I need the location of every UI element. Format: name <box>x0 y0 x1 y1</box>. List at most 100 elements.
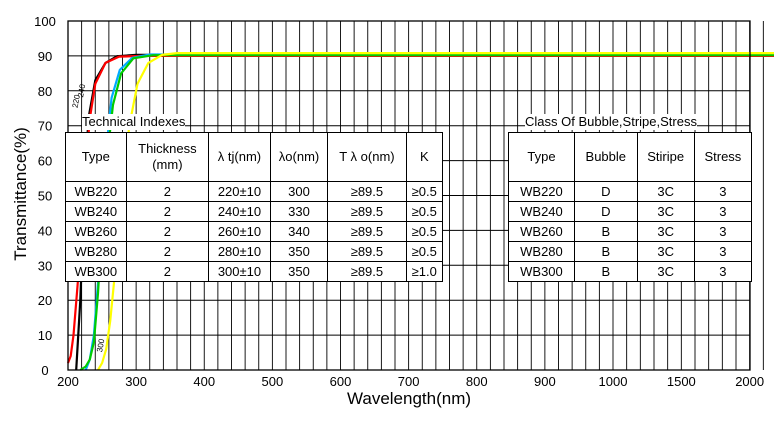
table-cell: WB240 <box>508 201 575 222</box>
y-tick-label: 90 <box>38 49 52 64</box>
table-cell: ≥0.5 <box>405 201 444 222</box>
table-cell: 3 <box>693 261 753 282</box>
table-cell: 3C <box>636 241 695 262</box>
y-tick-label: 20 <box>38 293 52 308</box>
x-tick-label: 2000 <box>735 374 764 389</box>
x-tick-label: 600 <box>330 374 352 389</box>
y-tick-label: 80 <box>38 84 52 99</box>
y-tick-label: 30 <box>38 258 52 273</box>
table-cell: 3 <box>693 181 753 202</box>
column-header: Thickness (mm) <box>125 132 210 182</box>
x-tick-label: 1500 <box>667 374 696 389</box>
table-cell: 3C <box>636 221 695 242</box>
table-row: WB300 B 3C 3 <box>508 261 753 282</box>
table-row: WB300 2 300±10 350 ≥89.5 ≥1.0 <box>65 261 444 282</box>
table-cell: 3C <box>636 201 695 222</box>
x-tick-label: 400 <box>193 374 215 389</box>
column-header: Stiripe <box>636 132 695 182</box>
y-tick-label: 0 <box>41 363 48 378</box>
table-cell: 260±10 <box>208 221 271 242</box>
table-cell: 340 <box>269 221 329 242</box>
table-cell: D <box>573 201 638 222</box>
table-row: WB240 2 240±10 330 ≥89.5 ≥0.5 <box>65 201 444 222</box>
table-cell: 2 <box>125 241 210 262</box>
table-cell: B <box>573 241 638 262</box>
column-header: Stress <box>693 132 753 182</box>
table-cell: 300±10 <box>208 261 271 282</box>
y-tick-label: 50 <box>38 189 52 204</box>
table-cell: 280±10 <box>208 241 271 262</box>
curve-label-220: 220 <box>71 93 82 108</box>
y-tick-label: 100 <box>34 14 56 29</box>
table-cell: WB300 <box>65 261 127 282</box>
table-cell: WB280 <box>508 241 575 262</box>
table-cell: ≥89.5 <box>327 241 407 262</box>
x-tick-label: 700 <box>398 374 420 389</box>
table-cell: WB260 <box>508 221 575 242</box>
table-cell: ≥0.5 <box>405 241 444 262</box>
curve-label-240: 240 <box>76 83 87 98</box>
table-cell: 2 <box>125 261 210 282</box>
table-row: WB220 2 220±10 300 ≥89.5 ≥0.5 <box>65 181 444 202</box>
table-cell: 2 <box>125 221 210 242</box>
table-cell: 2 <box>125 201 210 222</box>
table-cell: 350 <box>269 261 329 282</box>
table-cell: D <box>573 181 638 202</box>
x-tick-label: 1000 <box>599 374 628 389</box>
table-row: WB240 D 3C 3 <box>508 201 753 222</box>
y-axis-label: Transmittance(%) <box>11 127 30 261</box>
table-cell: B <box>573 261 638 282</box>
table-cell: 300 <box>269 181 329 202</box>
x-tick-label: 500 <box>262 374 284 389</box>
table-cell: 3 <box>693 201 753 222</box>
table-cell: 3C <box>636 181 695 202</box>
table-row: WB280 2 280±10 350 ≥89.5 ≥0.5 <box>65 241 444 262</box>
table-cell: 240±10 <box>208 201 271 222</box>
x-tick-label: 300 <box>125 374 147 389</box>
y-tick-labels: 0 10 20 30 40 50 60 70 80 90 100 <box>34 14 56 378</box>
table-cell: 220±10 <box>208 181 271 202</box>
table-cell: B <box>573 221 638 242</box>
y-tick-label: 70 <box>38 119 52 134</box>
table-cell: 3 <box>693 241 753 262</box>
table-cell: WB260 <box>65 221 127 242</box>
column-header: Bubble <box>573 132 638 182</box>
table-row: WB280 B 3C 3 <box>508 241 753 262</box>
table-row: WB220 D 3C 3 <box>508 181 753 202</box>
table-cell: ≥89.5 <box>327 181 407 202</box>
x-tick-label: 900 <box>534 374 556 389</box>
table-cell: WB220 <box>508 181 575 202</box>
table-cell: ≥89.5 <box>327 221 407 242</box>
table-cell: ≥89.5 <box>327 201 407 222</box>
table-cell: 350 <box>269 241 329 262</box>
column-header: Type <box>65 132 127 182</box>
column-header: Type <box>508 132 575 182</box>
column-header: λ tj(nm) <box>208 132 271 182</box>
table-cell: ≥0.5 <box>405 221 444 242</box>
y-tick-label: 10 <box>38 328 52 343</box>
table-row: WB260 B 3C 3 <box>508 221 753 242</box>
x-axis-label: Wavelength(nm) <box>347 389 471 408</box>
curve-label-300: 300 <box>95 338 106 353</box>
column-header: K <box>405 132 444 182</box>
table-cell: ≥1.0 <box>405 261 444 282</box>
table-cell: WB300 <box>508 261 575 282</box>
table-cell: WB280 <box>65 241 127 262</box>
y-tick-label: 40 <box>38 223 52 238</box>
table-row: WB260 2 260±10 340 ≥89.5 ≥0.5 <box>65 221 444 242</box>
table-cell: 3 <box>693 221 753 242</box>
table-cell: ≥89.5 <box>327 261 407 282</box>
table-cell: 2 <box>125 181 210 202</box>
technical-indexes-caption: Technical Indexes <box>82 114 186 130</box>
table-cell: 3C <box>636 261 695 282</box>
table-header-row: Type Thickness (mm) λ tj(nm) λo(nm) T λ o(nm)… <box>65 132 444 182</box>
x-tick-label: 200 <box>57 374 79 389</box>
class-caption: Class Of Bubble,Stripe,Stress <box>525 114 697 130</box>
table-cell: 330 <box>269 201 329 222</box>
x-tick-labels: 2003004005006007008009001000150020002500 <box>57 374 764 389</box>
technical-indexes-table: Type Thickness (mm) λ tj(nm) λo(nm) T λ o(nm)… <box>65 132 444 282</box>
table-header-row: Type Bubble Stiripe Stress <box>508 132 753 182</box>
column-header: λo(nm) <box>269 132 329 182</box>
table-cell: ≥0.5 <box>405 181 444 202</box>
